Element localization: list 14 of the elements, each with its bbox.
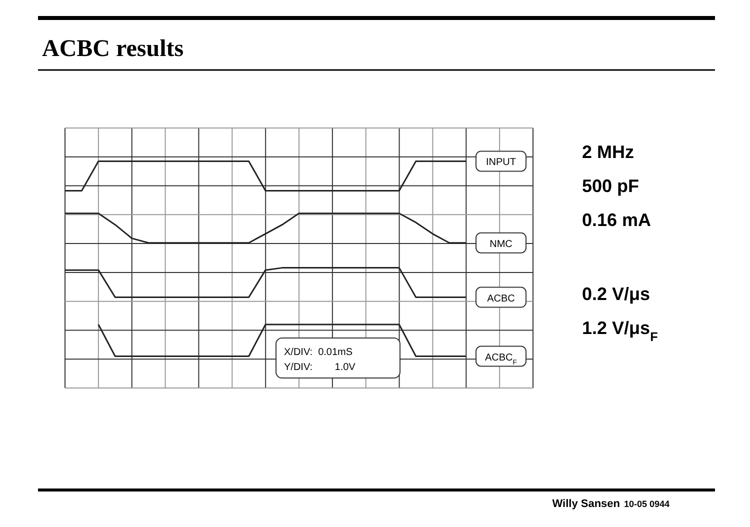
annotation: X/DIV: 0.01mS bbox=[284, 347, 353, 358]
series-label: ACBC$_{F}$ bbox=[484, 352, 518, 366]
chart-title: ACBC results bbox=[42, 36, 184, 62]
text: 500 pF bbox=[582, 176, 640, 196]
text: INPUT bbox=[486, 157, 516, 168]
text: 0.16 mA bbox=[582, 210, 652, 230]
text: Willy Sansen bbox=[552, 498, 620, 510]
text: 10-05 0944 bbox=[624, 499, 670, 509]
annotation: Y/DIV: 1.0V bbox=[284, 362, 356, 373]
text: 0.2 V/μs bbox=[582, 284, 650, 304]
text: NMC bbox=[490, 238, 512, 250]
text: 2 MHz bbox=[582, 142, 634, 162]
text: ACBC bbox=[487, 293, 515, 304]
text: 1.2 V/μs$_{F}$ bbox=[582, 318, 658, 344]
